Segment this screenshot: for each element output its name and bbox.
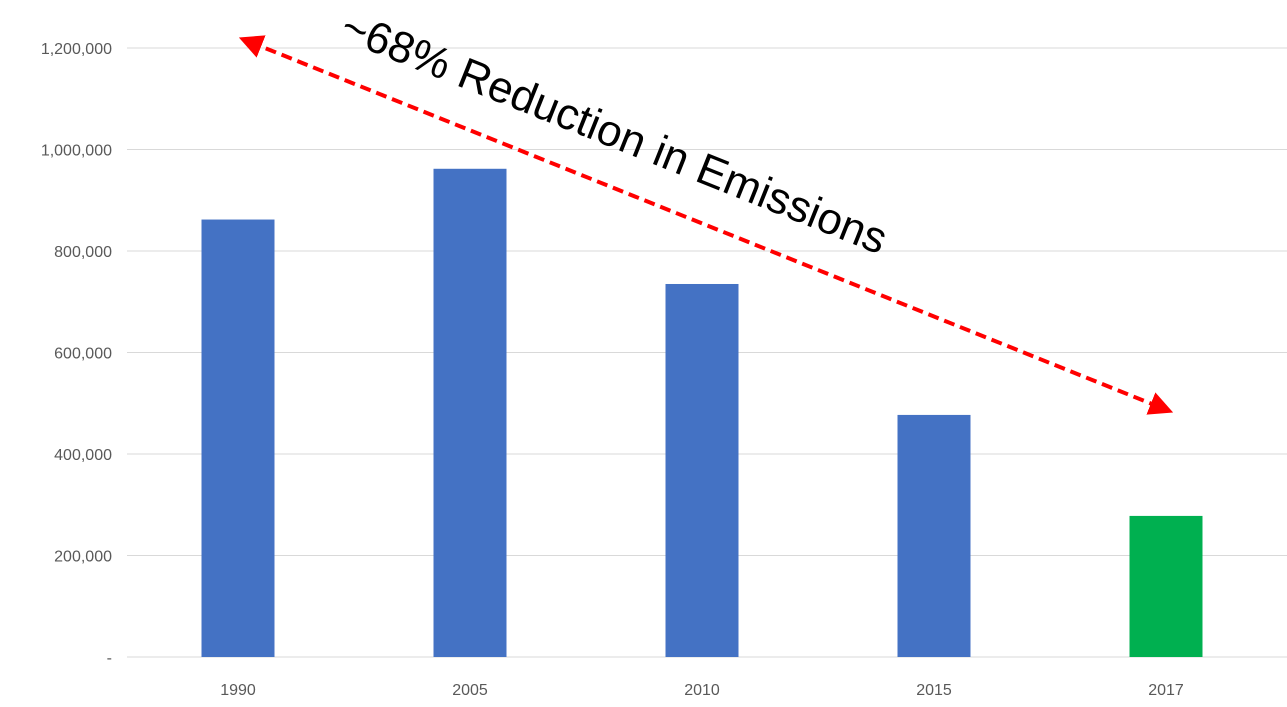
x-tick-label: 1990 — [220, 682, 256, 699]
y-tick-label: 400,000 — [54, 447, 112, 464]
y-tick-label: 600,000 — [54, 346, 112, 363]
y-tick-label: 1,000,000 — [41, 143, 112, 160]
bar-2015 — [897, 414, 971, 657]
y-tick-label: - — [107, 650, 112, 667]
y-tick-label: 200,000 — [54, 549, 112, 566]
y-tick-label: 800,000 — [54, 244, 112, 261]
x-axis-ticks: 1990 2005 2010 2015 2017 — [220, 682, 1184, 699]
bar-2010 — [665, 283, 739, 657]
x-tick-label: 2015 — [916, 682, 952, 699]
bar-1990 — [201, 219, 275, 657]
x-tick-label: 2010 — [684, 682, 720, 699]
y-axis-ticks: - 200,000 400,000 600,000 800,000 1,000,000 1,… — [41, 41, 112, 667]
bar-2005 — [433, 168, 507, 657]
reduction-annotation: ~68% Reduction in Emissions — [334, 2, 894, 264]
reduction-arrow — [238, 35, 1174, 415]
x-tick-label: 2005 — [452, 682, 488, 699]
x-tick-label: 2017 — [1148, 682, 1184, 699]
bar-2017 — [1129, 515, 1203, 657]
y-tick-label: 1,200,000 — [41, 41, 112, 58]
bars — [201, 168, 1203, 657]
